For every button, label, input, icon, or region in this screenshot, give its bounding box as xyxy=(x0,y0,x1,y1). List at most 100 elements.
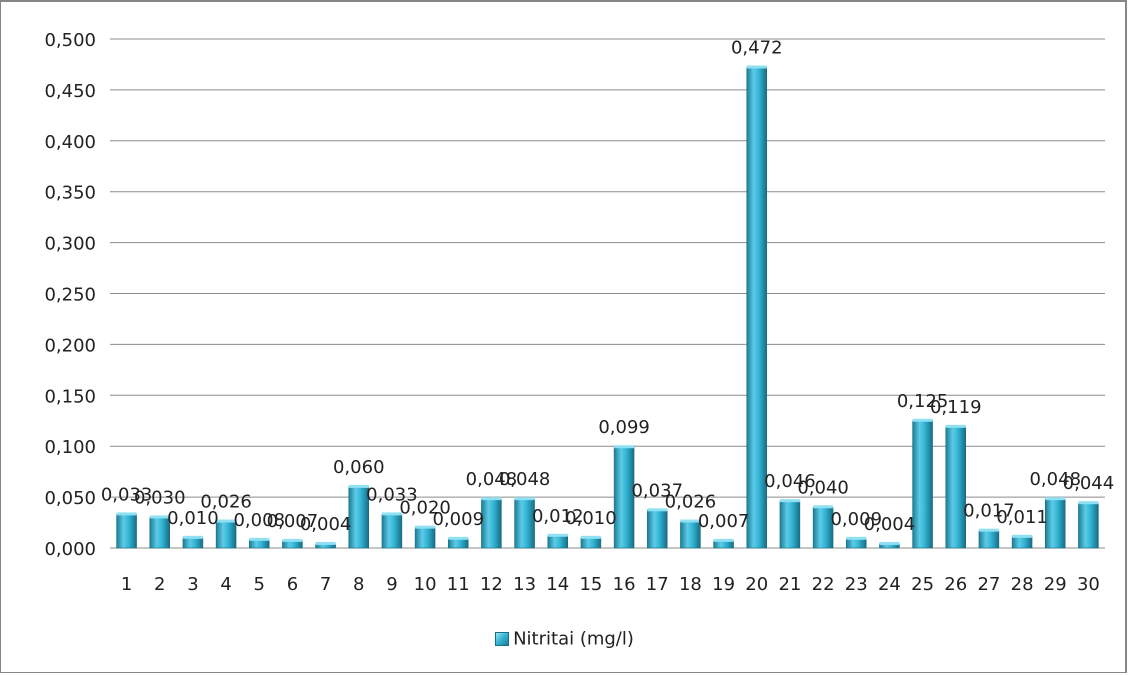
x-tick-label: 19 xyxy=(712,574,735,595)
x-tick-label: 9 xyxy=(386,574,397,595)
bar-top-cap xyxy=(116,512,137,516)
bar xyxy=(414,527,436,549)
x-tick-label: 23 xyxy=(845,574,868,595)
data-label: 0,026 xyxy=(200,492,252,513)
x-tick-label: 8 xyxy=(353,574,364,595)
bar-top-cap xyxy=(779,499,800,503)
x-tick-label: 1 xyxy=(121,574,132,595)
bar-top-cap xyxy=(481,497,502,501)
data-label: 0,010 xyxy=(167,508,219,529)
x-tick-label: 20 xyxy=(745,574,768,595)
bar xyxy=(912,420,933,549)
x-tick-label: 13 xyxy=(513,574,536,595)
x-tick-label: 25 xyxy=(911,574,934,595)
x-tick-label: 18 xyxy=(679,574,702,595)
bar xyxy=(713,540,734,549)
data-label: 0,012 xyxy=(532,506,584,527)
bar-top-cap xyxy=(1012,534,1033,538)
bar-top-cap xyxy=(647,508,668,512)
x-tick-label: 15 xyxy=(579,574,602,595)
bar-top-cap xyxy=(249,537,270,541)
x-tick-label: 12 xyxy=(480,574,503,595)
y-tick-label: 0,100 xyxy=(44,437,96,458)
data-label: 0,060 xyxy=(333,457,385,478)
x-tick-label: 5 xyxy=(254,574,265,595)
bar-top-cap xyxy=(1078,501,1099,505)
bar xyxy=(1011,536,1033,549)
bar xyxy=(249,539,270,549)
x-tick-label: 4 xyxy=(220,574,231,595)
bar xyxy=(116,514,137,549)
legend-label: Nitritai (mg/l) xyxy=(513,628,634,650)
legend: Nitritai (mg/l) xyxy=(0,628,1129,650)
data-label: 0,048 xyxy=(1029,469,1081,490)
data-label: 0,011 xyxy=(996,507,1048,528)
y-tick-label: 0,350 xyxy=(44,183,96,204)
y-tick-label: 0,200 xyxy=(44,335,96,356)
bar-top-cap xyxy=(978,528,999,532)
x-tick-label: 10 xyxy=(414,574,437,595)
x-tick-label: 17 xyxy=(646,574,669,595)
data-label: 0,033 xyxy=(366,484,418,505)
y-tick-label: 0,000 xyxy=(44,539,96,560)
data-label: 0,004 xyxy=(864,514,916,535)
bar xyxy=(580,537,602,549)
x-tick-label: 11 xyxy=(447,574,470,595)
data-label: 0,044 xyxy=(1063,473,1115,494)
x-tick-label: 28 xyxy=(1011,574,1034,595)
bar-top-cap xyxy=(846,536,867,540)
bar xyxy=(945,426,966,549)
bar-top-cap xyxy=(216,519,237,523)
y-tick-label: 0,500 xyxy=(44,30,96,51)
bar-top-cap xyxy=(945,424,966,428)
y-tick-label: 0,450 xyxy=(44,81,96,102)
x-tick-label: 7 xyxy=(320,574,331,595)
data-label: 0,017 xyxy=(963,501,1015,522)
bar xyxy=(481,498,502,549)
bar-top-cap xyxy=(182,535,203,539)
bar-top-cap xyxy=(448,536,469,540)
data-label: 0,010 xyxy=(565,508,617,529)
x-axis-tick-labels: 1 2 3 4 5 6 7 8 9 10 11 12 13 14 15 16 17 18 19 20 21 22 23 24 2… xyxy=(121,574,1100,595)
bar xyxy=(282,540,303,549)
data-label: 0,125 xyxy=(897,391,949,412)
bar xyxy=(381,514,403,549)
bar xyxy=(779,500,801,549)
bar-top-cap xyxy=(813,505,834,509)
x-tick-label: 21 xyxy=(778,574,801,595)
bar-top-cap xyxy=(614,445,635,449)
y-tick-label: 0,300 xyxy=(44,234,96,255)
y-tick-label: 0,150 xyxy=(44,386,96,407)
data-label: 0,004 xyxy=(300,514,352,535)
data-label: 0,026 xyxy=(665,492,717,513)
data-label: 0,119 xyxy=(930,397,982,418)
legend-swatch xyxy=(495,632,510,646)
data-label: 0,007 xyxy=(267,511,319,532)
y-tick-label: 0,050 xyxy=(44,488,96,509)
data-label: 0,099 xyxy=(598,417,650,438)
data-label: 0,048 xyxy=(466,469,518,490)
data-labels: 0,0330,0300,0100,0260,0080,0070,0040,060… xyxy=(101,38,1114,535)
bar xyxy=(646,510,668,549)
data-label: 0,046 xyxy=(764,471,816,492)
bars xyxy=(116,65,1099,549)
x-tick-label: 27 xyxy=(977,574,1000,595)
bar xyxy=(978,530,1000,549)
bar-top-cap xyxy=(315,541,336,545)
y-axis-tick-labels: 0,000 0,050 0,100 0,150 0,200 0,250 0,300 0,350… xyxy=(44,30,96,560)
bar-top-cap xyxy=(348,484,369,488)
bar-top-cap xyxy=(713,538,734,542)
bar-top-cap xyxy=(912,418,933,422)
bar-top-cap xyxy=(680,519,701,523)
x-tick-label: 24 xyxy=(878,574,901,595)
x-tick-label: 22 xyxy=(812,574,835,595)
bar-top-cap xyxy=(879,541,900,545)
data-label: 0,040 xyxy=(797,477,849,498)
bar-top-cap xyxy=(547,533,568,537)
bar xyxy=(182,537,204,549)
bar xyxy=(1078,502,1099,549)
data-label: 0,472 xyxy=(731,38,783,59)
data-label: 0,008 xyxy=(233,510,285,531)
